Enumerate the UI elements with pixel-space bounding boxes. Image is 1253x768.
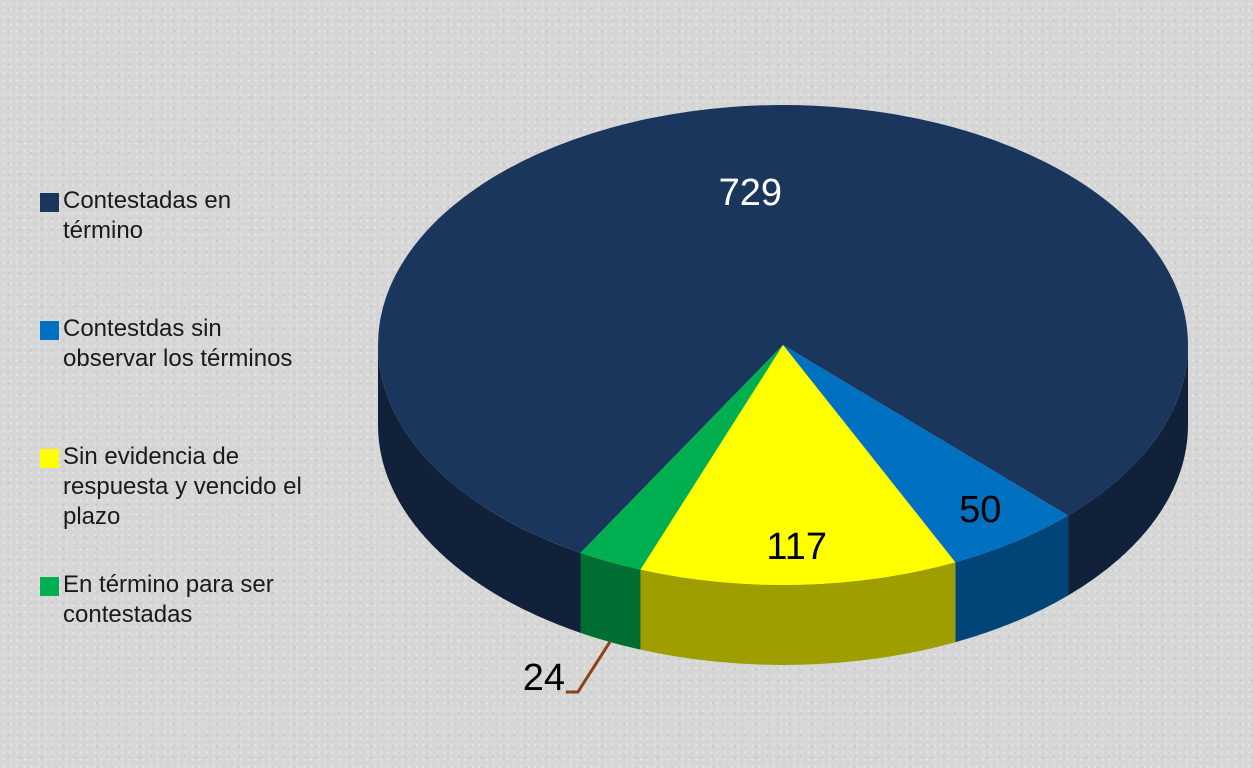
pie-side — [580, 552, 641, 650]
value-label: 24 — [523, 657, 565, 699]
legend-swatch — [40, 193, 59, 212]
legend: Contestadas en término Contestdas sin obs… — [40, 186, 330, 698]
pie-slice — [580, 345, 783, 570]
pie-side — [955, 515, 1069, 643]
pie-slice — [783, 345, 1069, 563]
legend-swatch — [40, 449, 59, 468]
legend-label: Contestdas sin observar los términos — [63, 315, 293, 372]
value-label: 729 — [719, 172, 782, 214]
pie-slice — [640, 345, 956, 586]
legend-label: En término para ser contestadas — [63, 571, 274, 628]
legend-item: En término para ser contestadas — [40, 570, 330, 698]
legend-label: Contestadas en término — [63, 187, 232, 244]
pie-slice — [378, 105, 1189, 553]
legend-item: Sin evidencia de respuesta y vencido el … — [40, 442, 330, 570]
pie-side — [640, 562, 956, 666]
legend-item: Contestdas sin observar los términos — [40, 314, 330, 442]
leader-line — [565, 641, 612, 694]
legend-label: Sin evidencia de respuesta y vencido el … — [63, 443, 302, 530]
legend-swatch — [40, 577, 59, 596]
legend-item: Contestadas en término — [40, 186, 330, 314]
pie-side — [1068, 345, 1188, 596]
legend-swatch — [40, 321, 59, 340]
value-label: 50 — [959, 489, 1001, 531]
pie-side — [378, 345, 581, 633]
value-label: 117 — [766, 526, 827, 568]
